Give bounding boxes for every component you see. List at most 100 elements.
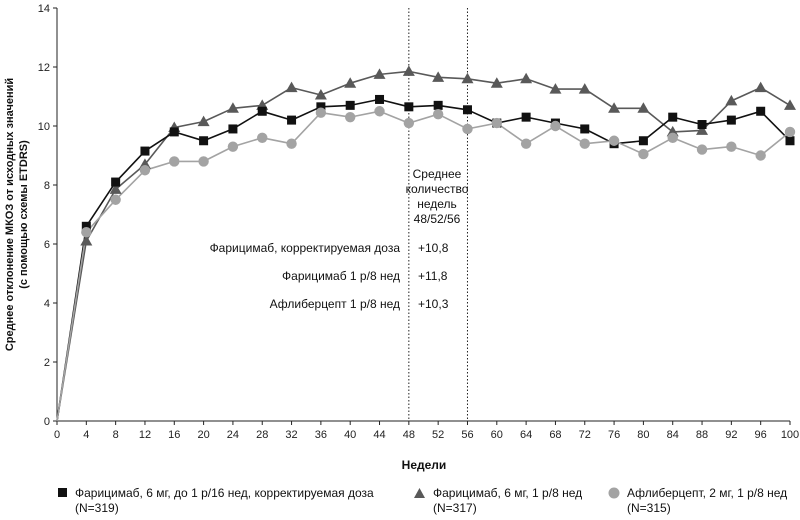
series-line	[56, 70, 791, 422]
data-point-circle	[696, 144, 708, 155]
annotation-row-label: Фарицимаб, корректируемая доза	[210, 241, 401, 255]
data-point-circle	[432, 109, 444, 120]
data-point-circle	[579, 138, 590, 149]
data-point-circle	[462, 123, 473, 135]
data-point-triangle	[432, 71, 445, 82]
y-axis-label-line1: Среднее отклонение МКОЗ от исходных знач…	[4, 78, 16, 351]
annotation-title-line3: недель	[417, 197, 457, 211]
data-point-triangle	[608, 102, 621, 113]
x-tick-label: 80	[637, 429, 649, 441]
data-point-square	[433, 100, 443, 110]
y-tick-label: 10	[38, 121, 50, 133]
series-line	[56, 110, 791, 422]
triangle-marker-icon	[414, 488, 425, 498]
x-tick-label: 48	[403, 429, 415, 441]
annotation-row-label: Афлиберцепт 1 р/8 нед	[270, 297, 400, 311]
y-tick-label: 4	[44, 298, 50, 310]
annotation-row-value: +10,3	[418, 297, 449, 311]
data-point-square	[257, 106, 267, 116]
data-point-circle	[608, 135, 620, 146]
data-point-square	[81, 221, 91, 231]
x-tick-label: 8	[113, 429, 119, 441]
x-tick-label: 28	[256, 429, 268, 441]
data-point-triangle	[109, 183, 122, 194]
data-point-circle	[139, 165, 151, 176]
data-point-square	[638, 136, 648, 146]
data-point-triangle	[314, 89, 327, 100]
data-point-triangle	[637, 102, 650, 113]
reference-lines	[408, 8, 468, 421]
data-point-triangle	[402, 65, 415, 76]
y-ticks: 0 2 4 6 8 10 12 14	[38, 3, 57, 428]
data-point-circle	[403, 117, 415, 129]
y-axis-label-line2: (с помощью схемы ETDRS)	[18, 140, 30, 289]
data-point-circle	[726, 141, 737, 152]
x-tick-label: 40	[344, 429, 356, 441]
data-point-square	[140, 146, 150, 156]
data-point-square	[111, 177, 121, 187]
x-tick-label: 88	[696, 429, 708, 441]
y-tick-label: 12	[38, 62, 50, 74]
data-point-triangle	[696, 124, 709, 135]
data-point-triangle	[461, 72, 474, 84]
legend-text: Фарицимаб, 6 мг, 1 р/8 нед (N=317)	[433, 486, 582, 516]
x-tick-label: 0	[54, 429, 60, 441]
y-tick-label: 2	[44, 357, 50, 369]
data-point-circle	[81, 227, 92, 238]
data-point-square	[521, 112, 531, 122]
data-point-circle	[667, 132, 678, 143]
x-tick-label: 64	[520, 429, 532, 441]
x-tick-label: 84	[667, 429, 679, 441]
legend-text: Фарицимаб, 6 мг, до 1 р/16 нед, корректи…	[75, 486, 374, 516]
data-point-triangle	[578, 83, 591, 94]
data-point-circle	[784, 126, 796, 138]
data-point-triangle	[197, 115, 210, 127]
legend-n: (N=319)	[75, 501, 119, 515]
legend-label: Фарицимаб, 6 мг, 1 р/8 нед	[433, 486, 583, 500]
x-tick-label: 4	[83, 429, 89, 441]
legend-label: Фарицимаб, 6 мг, до 1 р/16 нед, корректи…	[75, 486, 374, 500]
circle-marker-icon	[608, 487, 620, 499]
x-tick-label: 96	[755, 429, 767, 441]
data-point-triangle	[80, 235, 93, 246]
data-point-triangle	[226, 102, 239, 113]
data-point-circle	[227, 141, 239, 152]
data-point-square	[462, 105, 472, 115]
data-point-square	[580, 124, 590, 134]
data-point-square	[199, 136, 209, 146]
legend-label: Афлиберцепт, 2 мг, 1 р/8 нед	[627, 486, 788, 500]
x-tick-label: 76	[608, 429, 620, 441]
data-point-circle	[374, 106, 385, 117]
square-marker-icon	[58, 488, 67, 497]
series-layer	[56, 65, 796, 422]
data-point-square	[697, 120, 707, 130]
data-point-square	[726, 115, 736, 125]
data-point-circle	[491, 117, 502, 129]
x-tick-label: 52	[432, 429, 444, 441]
data-point-triangle	[344, 77, 357, 88]
legend-n: (N=317)	[433, 501, 477, 515]
data-point-triangle	[285, 81, 298, 93]
data-point-square	[169, 127, 179, 137]
y-tick-label: 8	[44, 180, 50, 192]
annotation-row-value: +10,8	[418, 241, 449, 255]
data-point-square	[316, 102, 326, 112]
data-point-circle	[169, 156, 180, 167]
annotation-box: Среднее количество недель 48/52/56 Фариц…	[210, 167, 469, 311]
data-point-square	[785, 136, 795, 146]
data-point-circle	[638, 148, 649, 160]
data-point-circle	[755, 150, 766, 161]
data-point-circle	[345, 111, 356, 123]
data-point-circle	[110, 194, 121, 205]
data-point-circle	[550, 120, 561, 132]
x-tick-label: 56	[461, 429, 473, 441]
data-point-triangle	[373, 68, 386, 79]
x-tick-label: 20	[197, 429, 209, 441]
data-point-circle	[520, 138, 532, 149]
data-point-triangle	[520, 72, 533, 84]
annotation-title-line1: Среднее	[413, 167, 462, 181]
data-point-square	[287, 115, 297, 125]
x-tick-label: 36	[315, 429, 327, 441]
legend-text: Афлиберцепт, 2 мг, 1 р/8 нед (N=315)	[627, 486, 787, 516]
annotation-title-line2: количество	[406, 182, 469, 196]
